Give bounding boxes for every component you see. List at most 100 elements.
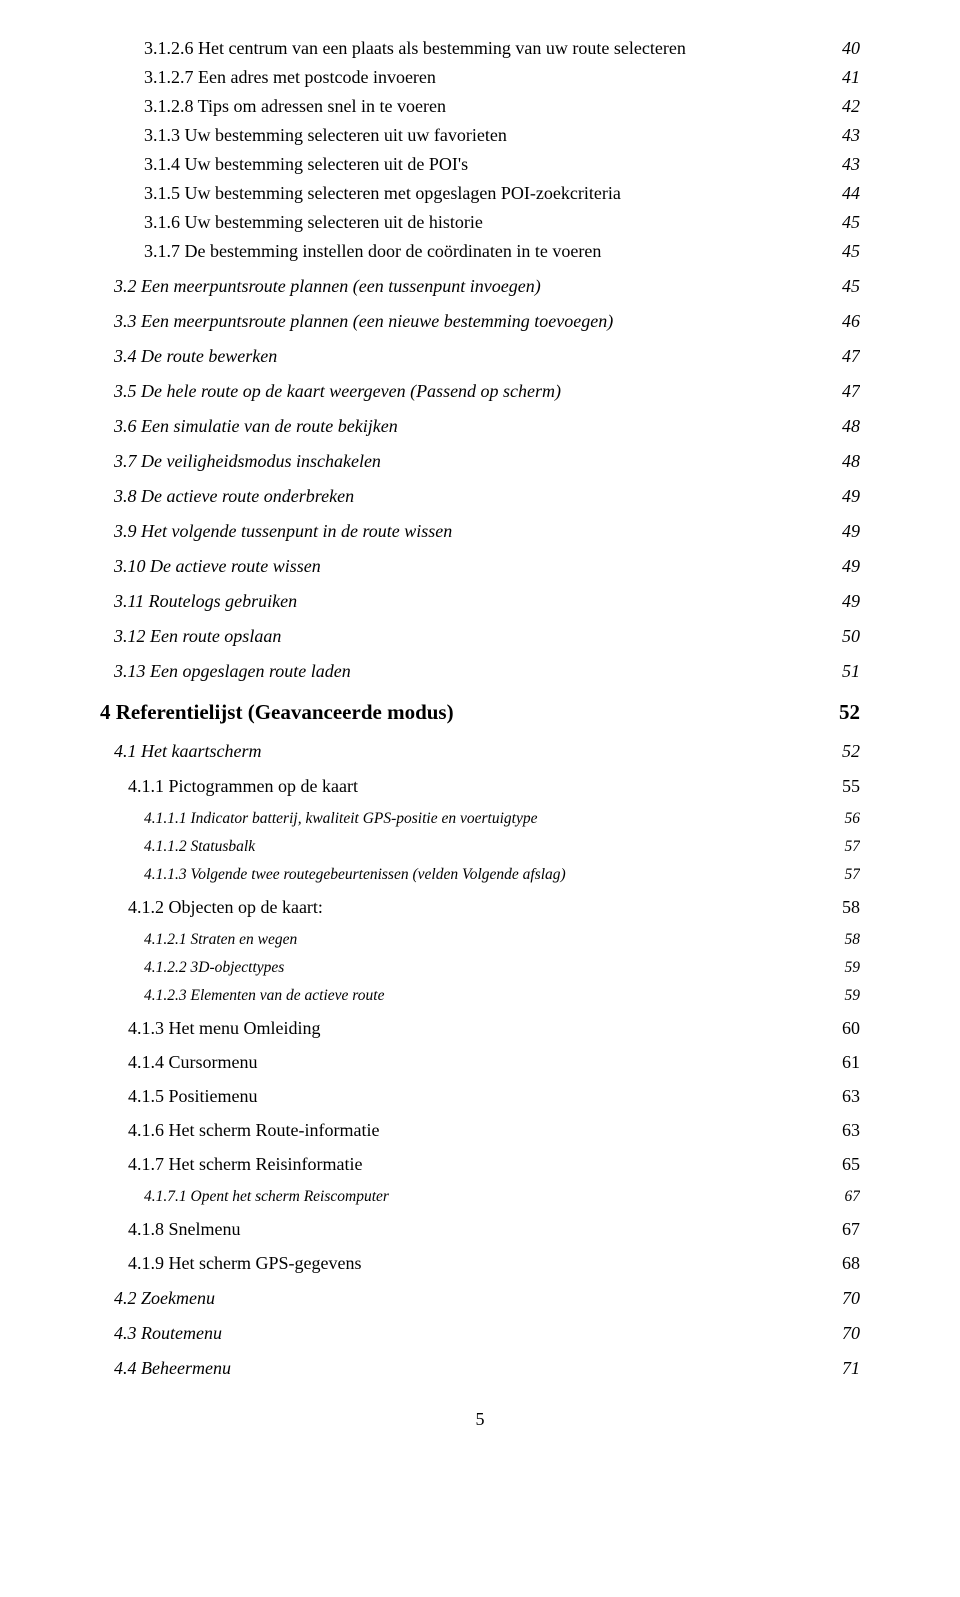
toc-entry-page: 71 (842, 1358, 860, 1379)
toc-entry: 4.1.3 Het menu Omleiding60 (128, 1018, 860, 1039)
toc-entry-page: 58 (845, 931, 861, 949)
toc-entry-page: 43 (842, 125, 860, 146)
toc-entry: 3.1.5 Uw bestemming selecteren met opges… (144, 183, 860, 204)
toc-entry-page: 48 (842, 451, 860, 472)
toc-entry-title: 4.1.9 Het scherm GPS-gegevens (128, 1253, 361, 1274)
toc-entry-page: 68 (842, 1253, 860, 1274)
toc-entry-page: 65 (842, 1154, 860, 1175)
toc-entry-title: 4.1.4 Cursormenu (128, 1052, 258, 1073)
toc-entry-title: 3.4 De route bewerken (114, 346, 277, 367)
toc-entry-title: 3.1.2.6 Het centrum van een plaats als b… (144, 38, 686, 59)
toc-entry-title: 3.9 Het volgende tussenpunt in de route … (114, 521, 452, 542)
toc-entry-page: 48 (842, 416, 860, 437)
toc-entry: 4.1.1 Pictogrammen op de kaart 55 (128, 776, 860, 797)
toc-entry: 4.1.7.1 Opent het scherm Reiscomputer 67 (144, 1188, 860, 1206)
toc-entry-page: 67 (845, 1188, 861, 1206)
toc-entry: 4 Referentielijst (Geavanceerde modus) 52 (100, 700, 860, 725)
toc-entry-title: 3.7 De veiligheidsmodus inschakelen (114, 451, 381, 472)
toc-entry: 3.7 De veiligheidsmodus inschakelen 48 (114, 451, 860, 472)
toc-entry-page: 50 (842, 626, 860, 647)
toc-entry-page: 42 (842, 96, 860, 117)
toc-entry: 3.4 De route bewerken 47 (114, 346, 860, 367)
toc-entry-title: 3.1.6 Uw bestemming selecteren uit de hi… (144, 212, 483, 233)
toc-entry: 4.1.1.2 Statusbalk57 (144, 838, 860, 856)
toc-entry-title: 3.3 Een meerpuntsroute plannen (een nieu… (114, 311, 613, 332)
toc-entry: 3.8 De actieve route onderbreken 49 (114, 486, 860, 507)
toc-entry-page: 55 (842, 776, 860, 797)
toc-entry-title: 3.2 Een meerpuntsroute plannen (een tuss… (114, 276, 541, 297)
toc-entry-page: 49 (842, 556, 860, 577)
toc-entry-page: 70 (842, 1323, 860, 1344)
toc-entry-page: 61 (842, 1052, 860, 1073)
toc-entry: 3.1.2.7 Een adres met postcode invoeren4… (144, 67, 860, 88)
toc-entry-title: 3.1.4 Uw bestemming selecteren uit de PO… (144, 154, 468, 175)
page-container: 3.1.2.6 Het centrum van een plaats als b… (0, 0, 960, 1470)
toc-entry-title: 4.1.6 Het scherm Route-informatie (128, 1120, 379, 1141)
toc-entry-title: 4.1.7.1 Opent het scherm Reiscomputer (144, 1188, 389, 1206)
toc-entry: 4.1.5 Positiemenu 63 (128, 1086, 860, 1107)
toc-entry: 3.1.6 Uw bestemming selecteren uit de hi… (144, 212, 860, 233)
toc-entry-page: 43 (842, 154, 860, 175)
toc-entry-page: 63 (842, 1086, 860, 1107)
toc-entry-title: 3.13 Een opgeslagen route laden (114, 661, 351, 682)
toc-entry-title: 4.1.2.1 Straten en wegen (144, 931, 297, 949)
toc-entry-title: 3.10 De actieve route wissen (114, 556, 321, 577)
toc-entry-title: 4.1.1.1 Indicator batterij, kwaliteit GP… (144, 810, 537, 828)
toc-entry: 3.3 Een meerpuntsroute plannen (een nieu… (114, 311, 860, 332)
toc-entry-page: 45 (842, 241, 860, 262)
toc-entry-title: 4.1.1 Pictogrammen op de kaart (128, 776, 358, 797)
toc-entry-page: 59 (845, 959, 861, 977)
toc-entry: 4.1.4 Cursormenu 61 (128, 1052, 860, 1073)
toc-entry: 3.12 Een route opslaan 50 (114, 626, 860, 647)
toc-entry-title: 3.12 Een route opslaan (114, 626, 281, 647)
toc-entry: 3.6 Een simulatie van de route bekijken4… (114, 416, 860, 437)
toc-entry-page: 45 (842, 212, 860, 233)
toc-entry-title: 4.4 Beheermenu (114, 1358, 231, 1379)
toc-entry-page: 44 (842, 183, 860, 204)
toc-entry-page: 47 (842, 381, 860, 402)
toc-entry: 4.1.2.2 3D-objecttypes59 (144, 959, 860, 977)
toc-entry-title: 3.11 Routelogs gebruiken (114, 591, 297, 612)
toc-entry-page: 56 (845, 810, 861, 828)
toc-entry-page: 59 (845, 987, 861, 1005)
toc-entry-title: 4.1.1.3 Volgende twee routegebeurtenisse… (144, 866, 566, 884)
toc-entry: 4.1 Het kaartscherm 52 (114, 741, 860, 762)
toc-entry: 4.1.2 Objecten op de kaart:58 (128, 897, 860, 918)
toc-entry: 4.4 Beheermenu 71 (114, 1358, 860, 1379)
toc-entry-title: 4.1.7 Het scherm Reisinformatie (128, 1154, 362, 1175)
toc-entry-page: 52 (842, 741, 860, 762)
toc-entry-page: 49 (842, 591, 860, 612)
toc-entry-page: 58 (842, 897, 860, 918)
toc-entry-title: 4.2 Zoekmenu (114, 1288, 215, 1309)
toc-entry: 3.11 Routelogs gebruiken 49 (114, 591, 860, 612)
toc-entry-title: 4.3 Routemenu (114, 1323, 222, 1344)
toc-entry: 4.1.7 Het scherm Reisinformatie 65 (128, 1154, 860, 1175)
toc-entry-title: 3.8 De actieve route onderbreken (114, 486, 354, 507)
toc-entry: 4.1.1.1 Indicator batterij, kwaliteit GP… (144, 810, 860, 828)
toc-entry: 3.2 Een meerpuntsroute plannen (een tuss… (114, 276, 860, 297)
toc-entry-title: 3.1.5 Uw bestemming selecteren met opges… (144, 183, 621, 204)
toc-entry-title: 3.1.2.8 Tips om adressen snel in te voer… (144, 96, 446, 117)
toc-entry: 3.9 Het volgende tussenpunt in de route … (114, 521, 860, 542)
toc-entry-page: 52 (839, 700, 860, 725)
toc-entry: 3.1.2.6 Het centrum van een plaats als b… (144, 38, 860, 59)
toc-entry-title: 4.1.8 Snelmenu (128, 1219, 241, 1240)
toc-entry: 3.1.4 Uw bestemming selecteren uit de PO… (144, 154, 860, 175)
toc-entry: 4.1.2.3 Elementen van de actieve route59 (144, 987, 860, 1005)
toc-entry-title: 4 Referentielijst (Geavanceerde modus) (100, 700, 454, 725)
toc-entry-title: 4.1.5 Positiemenu (128, 1086, 258, 1107)
toc-entry-page: 63 (842, 1120, 860, 1141)
toc-entry-page: 67 (842, 1219, 860, 1240)
toc-entry-page: 70 (842, 1288, 860, 1309)
toc-entry-title: 3.1.2.7 Een adres met postcode invoeren (144, 67, 436, 88)
toc-entry-page: 49 (842, 521, 860, 542)
toc-entry-page: 49 (842, 486, 860, 507)
toc-entry: 4.1.1.3 Volgende twee routegebeurtenisse… (144, 866, 860, 884)
toc-entry-title: 3.5 De hele route op de kaart weergeven … (114, 381, 561, 402)
toc-entry: 3.13 Een opgeslagen route laden51 (114, 661, 860, 682)
toc-entry-title: 4.1 Het kaartscherm (114, 741, 261, 762)
toc-entry-page: 40 (842, 38, 860, 59)
toc-entry-page: 60 (842, 1018, 860, 1039)
toc-entry: 3.5 De hele route op de kaart weergeven … (114, 381, 860, 402)
toc-entry-page: 47 (842, 346, 860, 367)
